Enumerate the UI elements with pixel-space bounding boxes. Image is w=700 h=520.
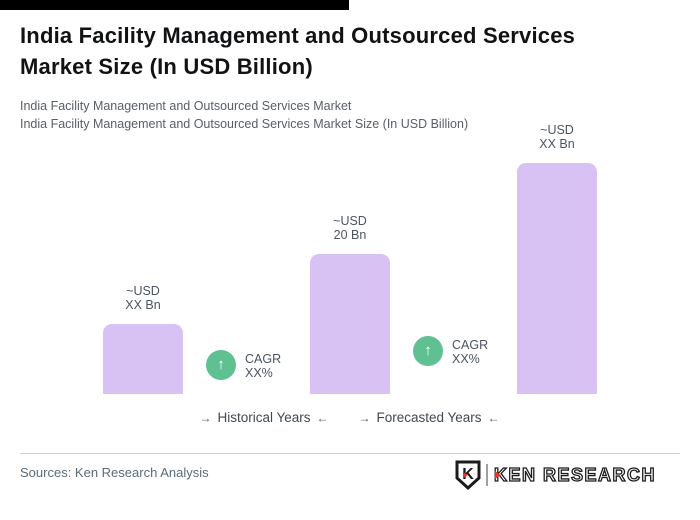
up-arrow-icon: ↑ — [413, 336, 443, 366]
bar-chart: ~USD XX Bn ~USD 20 Bn ~USD XX Bn ↑ CAGR … — [0, 123, 700, 394]
chart-subtitle: India Facility Management and Outsourced… — [20, 97, 580, 133]
bar-value-label: ~USD XX Bn — [517, 123, 597, 151]
bar-value-label: ~USD XX Bn — [103, 284, 183, 312]
page-title-line1: India Facility Management and Outsourced… — [20, 23, 576, 48]
ken-research-logo: K KEN RESEARCH — [455, 459, 656, 491]
cagr-label: CAGR XX% — [452, 338, 488, 366]
logo-wordmark: KEN RESEARCH — [493, 464, 656, 486]
top-black-bar — [0, 0, 349, 10]
chart-subtitle-line2: India Facility Management and Outsourced… — [20, 117, 469, 131]
bar-forecast — [517, 163, 597, 394]
cagr-text-line1: CAGR — [245, 352, 282, 366]
bar-value-line2: 20 Bn — [333, 228, 367, 242]
cagr-text-line2: XX% — [452, 352, 480, 366]
logo-red-triangle-icon — [494, 470, 501, 479]
left-arrow-icon: ← — [316, 411, 329, 425]
logo-separator — [485, 464, 488, 486]
cagr-label: CAGR XX% — [245, 352, 281, 380]
footer-divider — [20, 453, 680, 454]
period-labels-row: → Historical Years ← → Forecasted Years ← — [0, 409, 700, 429]
period-text: Forecasted Years — [376, 410, 482, 425]
historical-years-label: → Historical Years ← — [188, 409, 340, 427]
cagr-text-line2: XX% — [245, 366, 273, 380]
bar-historical — [103, 324, 183, 394]
bar-value-line2: XX Bn — [539, 137, 575, 151]
page-title-line2: Market Size (In USD Billion) — [20, 54, 313, 79]
shield-k-icon: K — [455, 460, 481, 490]
bar-value-line2: XX Bn — [125, 298, 161, 312]
logo-wordmark-text: KEN RESEARCH — [493, 464, 656, 485]
sources-text: Sources: Ken Research Analysis — [20, 465, 209, 480]
cagr-text-line1: CAGR — [452, 338, 489, 352]
page-title: India Facility Management and Outsourced… — [20, 20, 680, 82]
chart-subtitle-line1: India Facility Management and Outsourced… — [20, 99, 352, 113]
left-arrow-icon: ← — [487, 411, 500, 425]
bar-value-label: ~USD 20 Bn — [310, 214, 390, 242]
bar-value-line1: ~USD — [333, 214, 367, 228]
up-arrow-icon: ↑ — [206, 350, 236, 380]
bar-value-line1: ~USD — [540, 123, 574, 137]
right-arrow-icon: → — [358, 411, 371, 425]
svg-text:K: K — [462, 466, 474, 483]
period-text: Historical Years — [217, 410, 311, 425]
bar-mid — [310, 254, 390, 394]
right-arrow-icon: → — [199, 411, 212, 425]
bar-value-line1: ~USD — [126, 284, 160, 298]
forecasted-years-label: → Forecasted Years ← — [348, 409, 510, 427]
